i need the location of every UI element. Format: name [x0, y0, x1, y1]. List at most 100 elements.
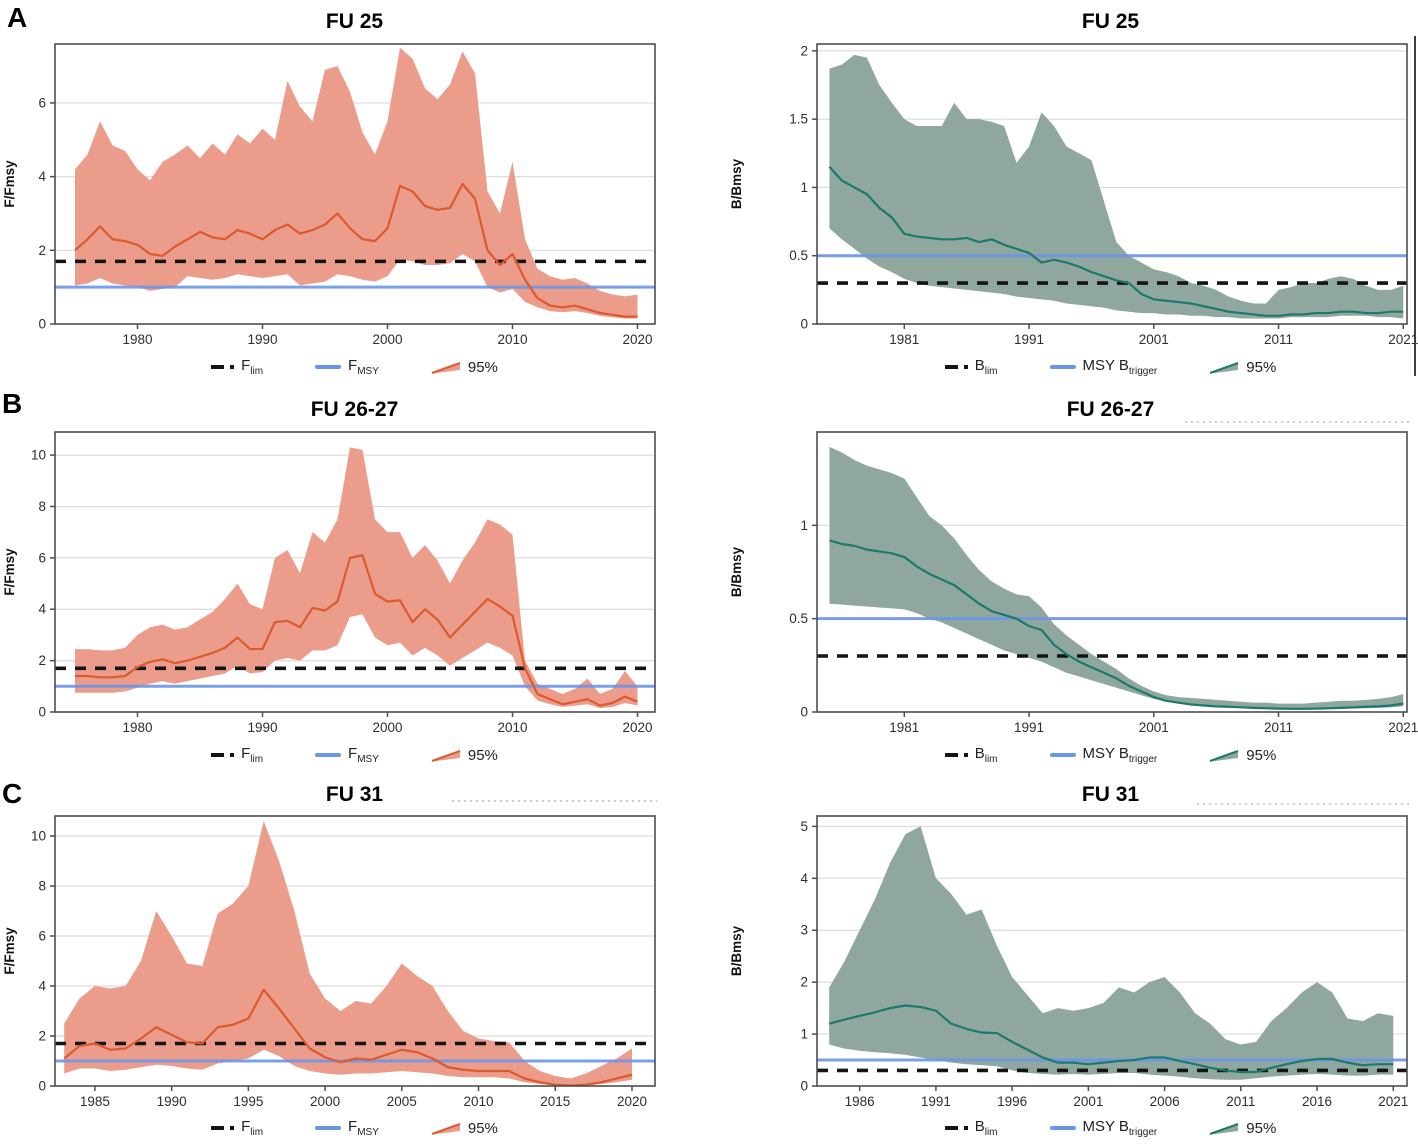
x-tick-label: 1980 — [122, 332, 152, 347]
y-tick-label: 2 — [800, 975, 808, 990]
legend-item-95: 95% — [431, 1121, 498, 1136]
legend-label: Blim — [974, 744, 998, 765]
y-tick-label: 4 — [800, 871, 808, 886]
legend-item-flim: Flim — [211, 1119, 263, 1138]
x-tick-label: 2011 — [1264, 720, 1293, 735]
confidence-ribbon — [75, 47, 638, 319]
y-tick-label: 6 — [38, 95, 46, 110]
x-tick-label: 1985 — [80, 1094, 110, 1109]
y-tick-label: 2 — [800, 43, 808, 58]
x-tick-label: 2000 — [372, 332, 402, 347]
legend-label: MSY Btrigger — [1082, 744, 1158, 765]
panel-letter-b: B — [2, 388, 23, 419]
y-tick-label: 0 — [800, 705, 808, 720]
confidence-ribbon — [64, 821, 632, 1086]
y-axis-label: B/Bmsy — [729, 925, 744, 976]
confidence-ribbon — [829, 54, 1404, 319]
confidence-ribbon — [75, 447, 638, 709]
legend-label: Blim — [974, 356, 998, 377]
legend-label: Blim — [974, 1117, 998, 1138]
chart-title: FU 26-27 — [1066, 398, 1155, 421]
x-tick-label: 2010 — [497, 332, 527, 347]
ci-band-swatch — [1209, 1122, 1239, 1135]
chart-legend: Flim FMSY 95% — [0, 740, 709, 770]
y-axis-label: F/Fmsy — [2, 160, 17, 208]
y-tick-label: 8 — [38, 879, 46, 894]
y-tick-label: 0 — [38, 1079, 46, 1094]
plot-frame — [816, 43, 1408, 325]
y-tick-label: 4 — [38, 602, 46, 617]
illegible-watermark — [452, 800, 657, 802]
plot-frame — [54, 43, 656, 325]
msy-btrigger-line-swatch — [1049, 365, 1076, 369]
legend-label: 95% — [467, 746, 498, 764]
x-tick-label: 2001 — [1139, 332, 1169, 347]
legend-item-fmsy: FMSY — [315, 358, 379, 377]
legend-item-msy-btrigger: MSY Btrigger — [1049, 358, 1157, 377]
chart-fu31-b: 1986 1991 1996 2001 2006 2011 2016 2021 0 1 2 3 4 5 B/… — [729, 815, 1408, 1109]
x-tick-label: 2011 — [1226, 1094, 1255, 1109]
legend-label: FMSY — [348, 744, 379, 765]
chart-fu2627-f: 1980 1990 2000 2010 2020 0 2 4 6 8 10 F/Fmsy — [2, 431, 656, 735]
chart-title: FU 25 — [1081, 10, 1140, 33]
median-line — [828, 1004, 1394, 1074]
legend-item-msy-btrigger: MSY Btrigger — [1049, 1119, 1157, 1138]
x-tick-label: 1986 — [845, 1094, 875, 1109]
panel-letter-a: A — [7, 2, 28, 33]
chart-legend: Blim MSY Btrigger 95% — [756, 352, 1418, 382]
legend-item-flim: Flim — [211, 358, 263, 377]
legend-item-fmsy: FMSY — [315, 1119, 379, 1138]
chart-fu25-f: 1980 1990 2000 2010 2020 0 2 4 6 F/Fmsy — [2, 43, 656, 347]
x-tick-label: 1980 — [122, 720, 152, 735]
blim-dash-swatch — [944, 753, 968, 757]
median-line — [828, 166, 1404, 317]
legend-label: 95% — [1246, 746, 1277, 764]
legend-item-flim: Flim — [211, 746, 263, 765]
msy-btrigger-line-swatch — [1049, 753, 1076, 757]
figure-edge-rule — [1414, 36, 1416, 376]
legend-label: FMSY — [348, 1117, 379, 1138]
legend-item-95: 95% — [1209, 1121, 1276, 1136]
ci-band-swatch — [1209, 749, 1239, 762]
y-tick-label: 1 — [800, 518, 808, 533]
x-tick-label: 1991 — [1014, 720, 1044, 735]
legend-label: Flim — [241, 744, 264, 765]
y-tick-label: 0 — [38, 317, 46, 332]
legend-item-blim: Blim — [944, 744, 998, 765]
legend-item-95: 95% — [431, 748, 498, 763]
x-tick-label: 1981 — [889, 720, 919, 735]
x-tick-label: 2001 — [1073, 1094, 1103, 1109]
chart-legend: Blim MSY Btrigger 95% — [756, 740, 1418, 770]
x-tick-label: 2020 — [617, 1094, 647, 1109]
y-axis-label: F/Fmsy — [2, 548, 17, 596]
plot-frame — [54, 431, 656, 713]
y-axis-label: F/Fmsy — [2, 927, 17, 975]
ci-band-swatch — [1209, 361, 1239, 374]
flim-dash-swatch — [211, 365, 235, 369]
x-tick-label: 2015 — [540, 1094, 570, 1109]
y-tick-label: 0 — [38, 705, 46, 720]
y-tick-label: 10 — [31, 829, 46, 844]
chart-title: FU 25 — [325, 10, 384, 33]
chart-title: FU 26-27 — [310, 398, 399, 421]
chart-fu2627-b: 1981 1991 2001 2011 2021 0 0.5 1 B/Bmsy — [729, 431, 1418, 735]
chart-fu31-f: 1985 1990 1995 2000 2005 2010 2015 2020 0 2 4 6 8 10 F… — [2, 815, 656, 1109]
confidence-ribbon — [829, 446, 1404, 710]
x-tick-label: 1991 — [921, 1094, 951, 1109]
x-tick-label: 2006 — [1150, 1094, 1180, 1109]
median-line — [829, 539, 1404, 710]
panel-fu31-f: FU 31 1985 1990 1995 2000 2005 2010 2015 2020 0 2… — [0, 778, 709, 1147]
flim-dash-swatch — [211, 753, 235, 757]
y-tick-label: 2 — [38, 653, 46, 668]
y-axis-label: B/Bmsy — [729, 546, 744, 597]
y-tick-label: 0.5 — [789, 248, 808, 263]
x-tick-label: 2000 — [310, 1094, 340, 1109]
blim-dash-swatch — [944, 1126, 968, 1130]
panel-fu2627-b: FU 26-27 1981 1991 2001 2011 2021 0 0.5 1 B/Bmsy… — [709, 388, 1418, 778]
median-line — [74, 182, 638, 318]
y-tick-label: 2 — [38, 243, 46, 258]
x-tick-label: 2010 — [464, 1094, 494, 1109]
ci-band-swatch — [431, 1122, 461, 1135]
legend-item-msy-btrigger: MSY Btrigger — [1049, 744, 1158, 765]
